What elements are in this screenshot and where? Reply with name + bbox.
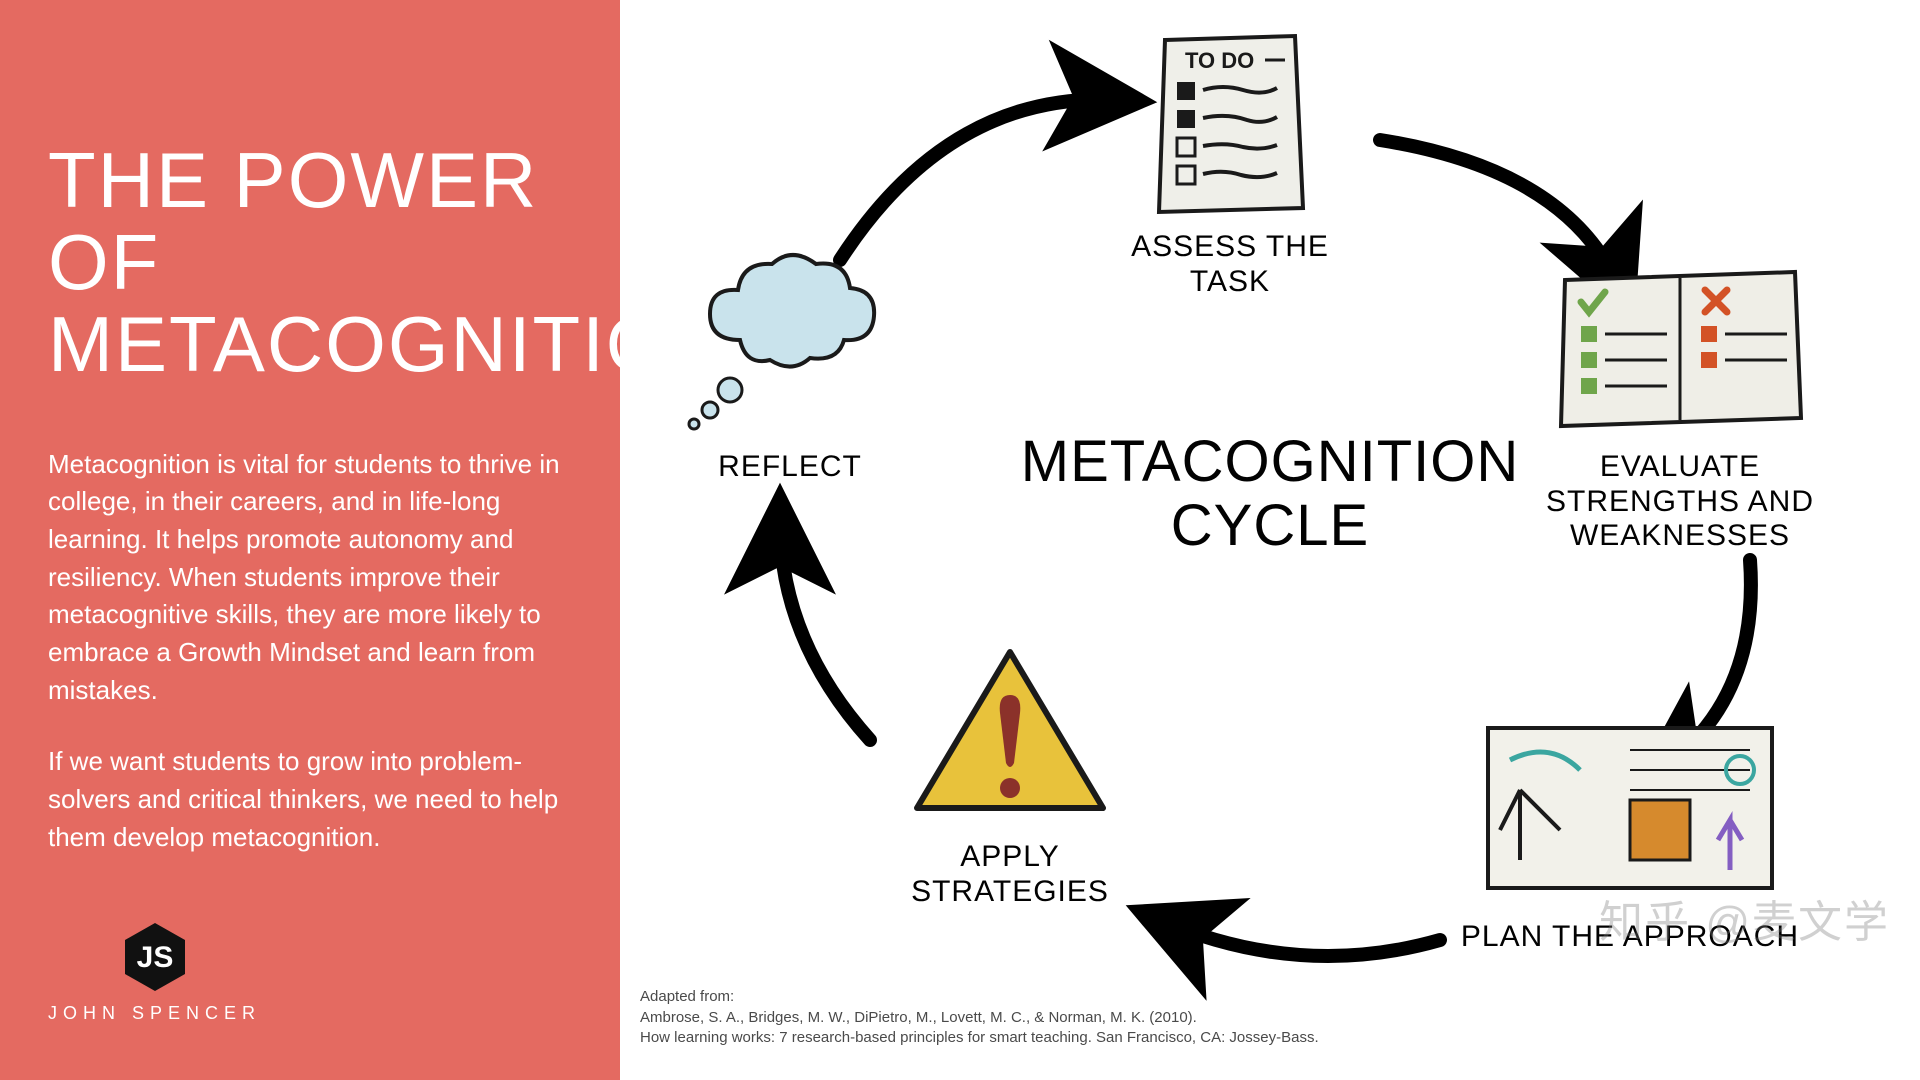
intro-paragraph-2: If we want students to grow into problem… <box>48 743 572 856</box>
intro-copy: Metacognition is vital for students to t… <box>48 446 572 857</box>
todo-list-icon: TO DO <box>1145 30 1315 220</box>
thought-cloud-icon <box>680 250 900 440</box>
node-reflect-label: REFLECT <box>718 450 862 485</box>
node-assess-label: ASSESS THE TASK <box>1100 230 1360 299</box>
node-evaluate-label: EVALUATE STRENGTHS AND WEAKNESSES <box>1520 450 1840 554</box>
diagram-panel: METACOGNITION CYCLE TO DO <box>620 0 1920 1080</box>
node-reflect: REFLECT <box>660 250 920 485</box>
author-name: JOHN SPENCER <box>48 1003 261 1024</box>
node-apply-label: APPLY STRATEGIES <box>860 840 1160 909</box>
intro-paragraph-1: Metacognition is vital for students to t… <box>48 446 572 710</box>
svg-text:TO DO: TO DO <box>1185 48 1254 73</box>
warning-triangle-icon <box>905 640 1115 830</box>
js-hex-icon: JS <box>123 921 187 993</box>
page-title: THE POWER OF METACOGNITION <box>48 140 572 386</box>
citation-line-1: Ambrose, S. A., Bridges, M. W., DiPietro… <box>640 1009 1197 1026</box>
citation: Adapted from: Ambrose, S. A., Bridges, M… <box>640 987 1319 1048</box>
checklist-book-icon <box>1555 260 1805 440</box>
node-evaluate: EVALUATE STRENGTHS AND WEAKNESSES <box>1520 260 1840 554</box>
node-apply: APPLY STRATEGIES <box>860 640 1160 909</box>
author-logo: JS JOHN SPENCER <box>48 921 261 1024</box>
svg-text:JS: JS <box>136 941 173 974</box>
citation-lead: Adapted from: <box>640 988 734 1005</box>
node-plan: PLAN THE APPROACH <box>1440 720 1820 955</box>
node-assess: TO DO ASSESS THE TASK <box>1100 30 1360 299</box>
citation-line-2: How learning works: 7 research-based pri… <box>640 1029 1319 1046</box>
whiteboard-plan-icon <box>1480 720 1780 910</box>
left-panel: THE POWER OF METACOGNITION Metacognition… <box>0 0 620 1080</box>
node-plan-label: PLAN THE APPROACH <box>1461 920 1799 955</box>
